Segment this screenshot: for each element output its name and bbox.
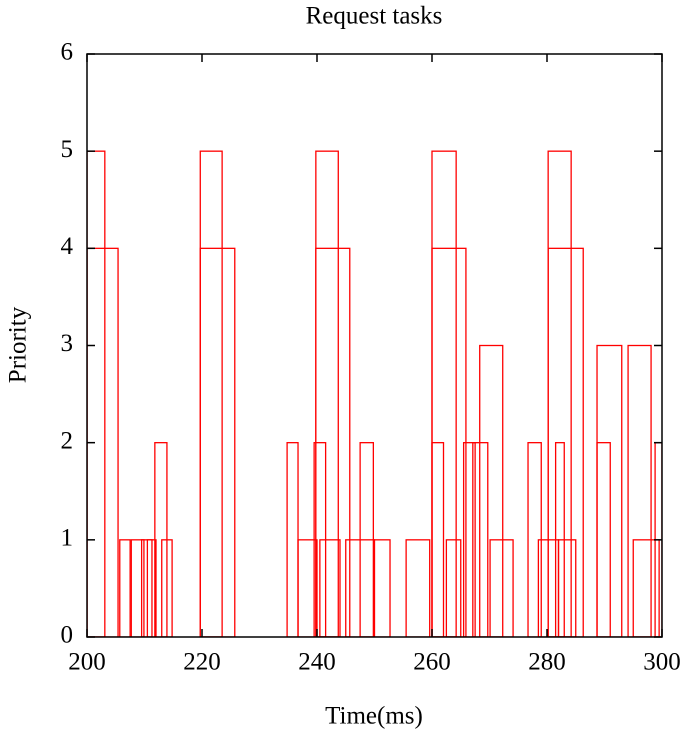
y-tick-label: 2 bbox=[61, 427, 74, 454]
task bbox=[479, 344, 504, 637]
task bbox=[315, 150, 339, 637]
task bbox=[373, 539, 391, 637]
task bbox=[87, 150, 106, 637]
y-tick-label: 6 bbox=[61, 39, 74, 66]
y-tick-label: 0 bbox=[61, 622, 74, 649]
task bbox=[286, 442, 299, 637]
task bbox=[405, 539, 431, 637]
task bbox=[319, 539, 341, 637]
task bbox=[557, 539, 577, 637]
task bbox=[627, 344, 652, 637]
y-tick-label: 3 bbox=[61, 330, 74, 357]
x-axis-label: Time(ms) bbox=[325, 703, 423, 730]
y-tick-label: 4 bbox=[61, 233, 74, 260]
task bbox=[547, 150, 572, 637]
task bbox=[547, 247, 584, 637]
y-tick-label: 1 bbox=[61, 525, 74, 552]
x-tick-label: 240 bbox=[298, 649, 336, 676]
x-tick-label: 300 bbox=[643, 649, 681, 676]
y-tick-label: 5 bbox=[61, 136, 74, 163]
task bbox=[445, 539, 462, 637]
task bbox=[199, 150, 223, 637]
task bbox=[199, 247, 236, 637]
x-tick-label: 260 bbox=[413, 649, 451, 676]
task bbox=[431, 442, 445, 637]
chart-title: Request tasks bbox=[306, 3, 443, 30]
plot-area bbox=[87, 150, 662, 637]
task bbox=[489, 539, 514, 637]
task bbox=[119, 539, 131, 637]
x-tick-label: 220 bbox=[183, 649, 221, 676]
x-tick-label: 280 bbox=[528, 649, 566, 676]
y-axis-label: Priority bbox=[5, 306, 32, 383]
task bbox=[596, 344, 623, 637]
x-tick-label: 200 bbox=[68, 649, 106, 676]
task bbox=[596, 442, 611, 637]
